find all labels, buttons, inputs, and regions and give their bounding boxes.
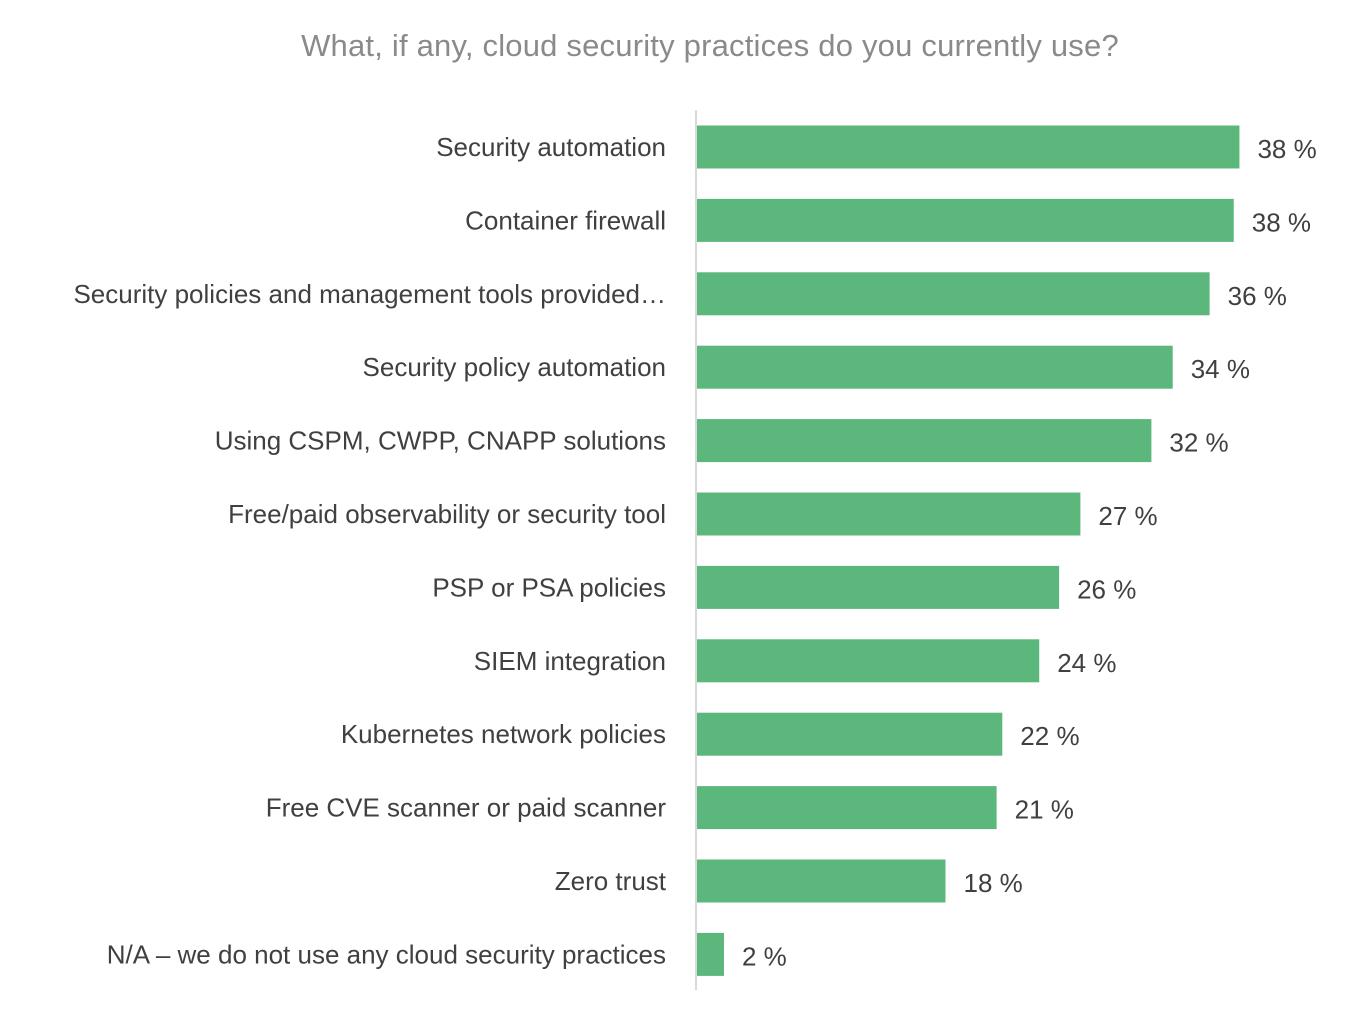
chart-title: What, if any, cloud security practices d…: [301, 28, 1119, 63]
category-label: Zero trust: [555, 866, 667, 896]
bars-group: [697, 125, 1240, 976]
category-label: Free CVE scanner or paid scanner: [266, 793, 667, 823]
bar: [697, 786, 997, 830]
category-label: Kubernetes network policies: [341, 719, 666, 749]
category-label: Using CSPM, CWPP, CNAPP solutions: [215, 426, 666, 456]
bar: [697, 125, 1240, 169]
bar: [697, 198, 1234, 242]
data-label: 22 %: [1020, 721, 1079, 751]
bar: [697, 272, 1210, 316]
category-label: N/A – we do not use any cloud security p…: [107, 939, 666, 969]
data-label: 21 %: [1015, 795, 1074, 825]
bar: [697, 492, 1081, 536]
bar: [697, 639, 1040, 683]
data-label: 38 %: [1252, 207, 1311, 237]
bar: [697, 565, 1060, 609]
category-label: PSP or PSA policies: [432, 572, 666, 602]
bar: [697, 859, 946, 903]
bar: [697, 345, 1173, 389]
value-labels-group: 38 % 38 % 36 % 34 % 32 % 27 % 26 % 24 % 22 % 21 %…: [742, 134, 1317, 971]
data-label: 36 %: [1228, 281, 1287, 311]
category-label: SIEM integration: [474, 646, 666, 676]
bar: [697, 419, 1152, 463]
category-label: Security policy automation: [363, 352, 666, 382]
data-label: 26 %: [1077, 574, 1136, 604]
category-label: Free/paid observability or security tool: [228, 499, 666, 529]
data-label: 38 %: [1257, 134, 1316, 164]
category-labels-group: Security automation Container firewall Sec…: [73, 132, 666, 969]
data-label: 27 %: [1098, 501, 1157, 531]
bar: [697, 712, 1003, 756]
category-label: Security policies and management tools p…: [73, 279, 666, 309]
data-label: 34 %: [1191, 354, 1250, 384]
data-label: 24 %: [1057, 648, 1116, 678]
data-label: 2 %: [742, 941, 787, 971]
category-label: Security automation: [436, 132, 666, 162]
data-label: 18 %: [964, 868, 1023, 898]
bar: [697, 932, 724, 976]
data-label: 32 %: [1169, 428, 1228, 458]
category-label: Container firewall: [465, 205, 666, 235]
